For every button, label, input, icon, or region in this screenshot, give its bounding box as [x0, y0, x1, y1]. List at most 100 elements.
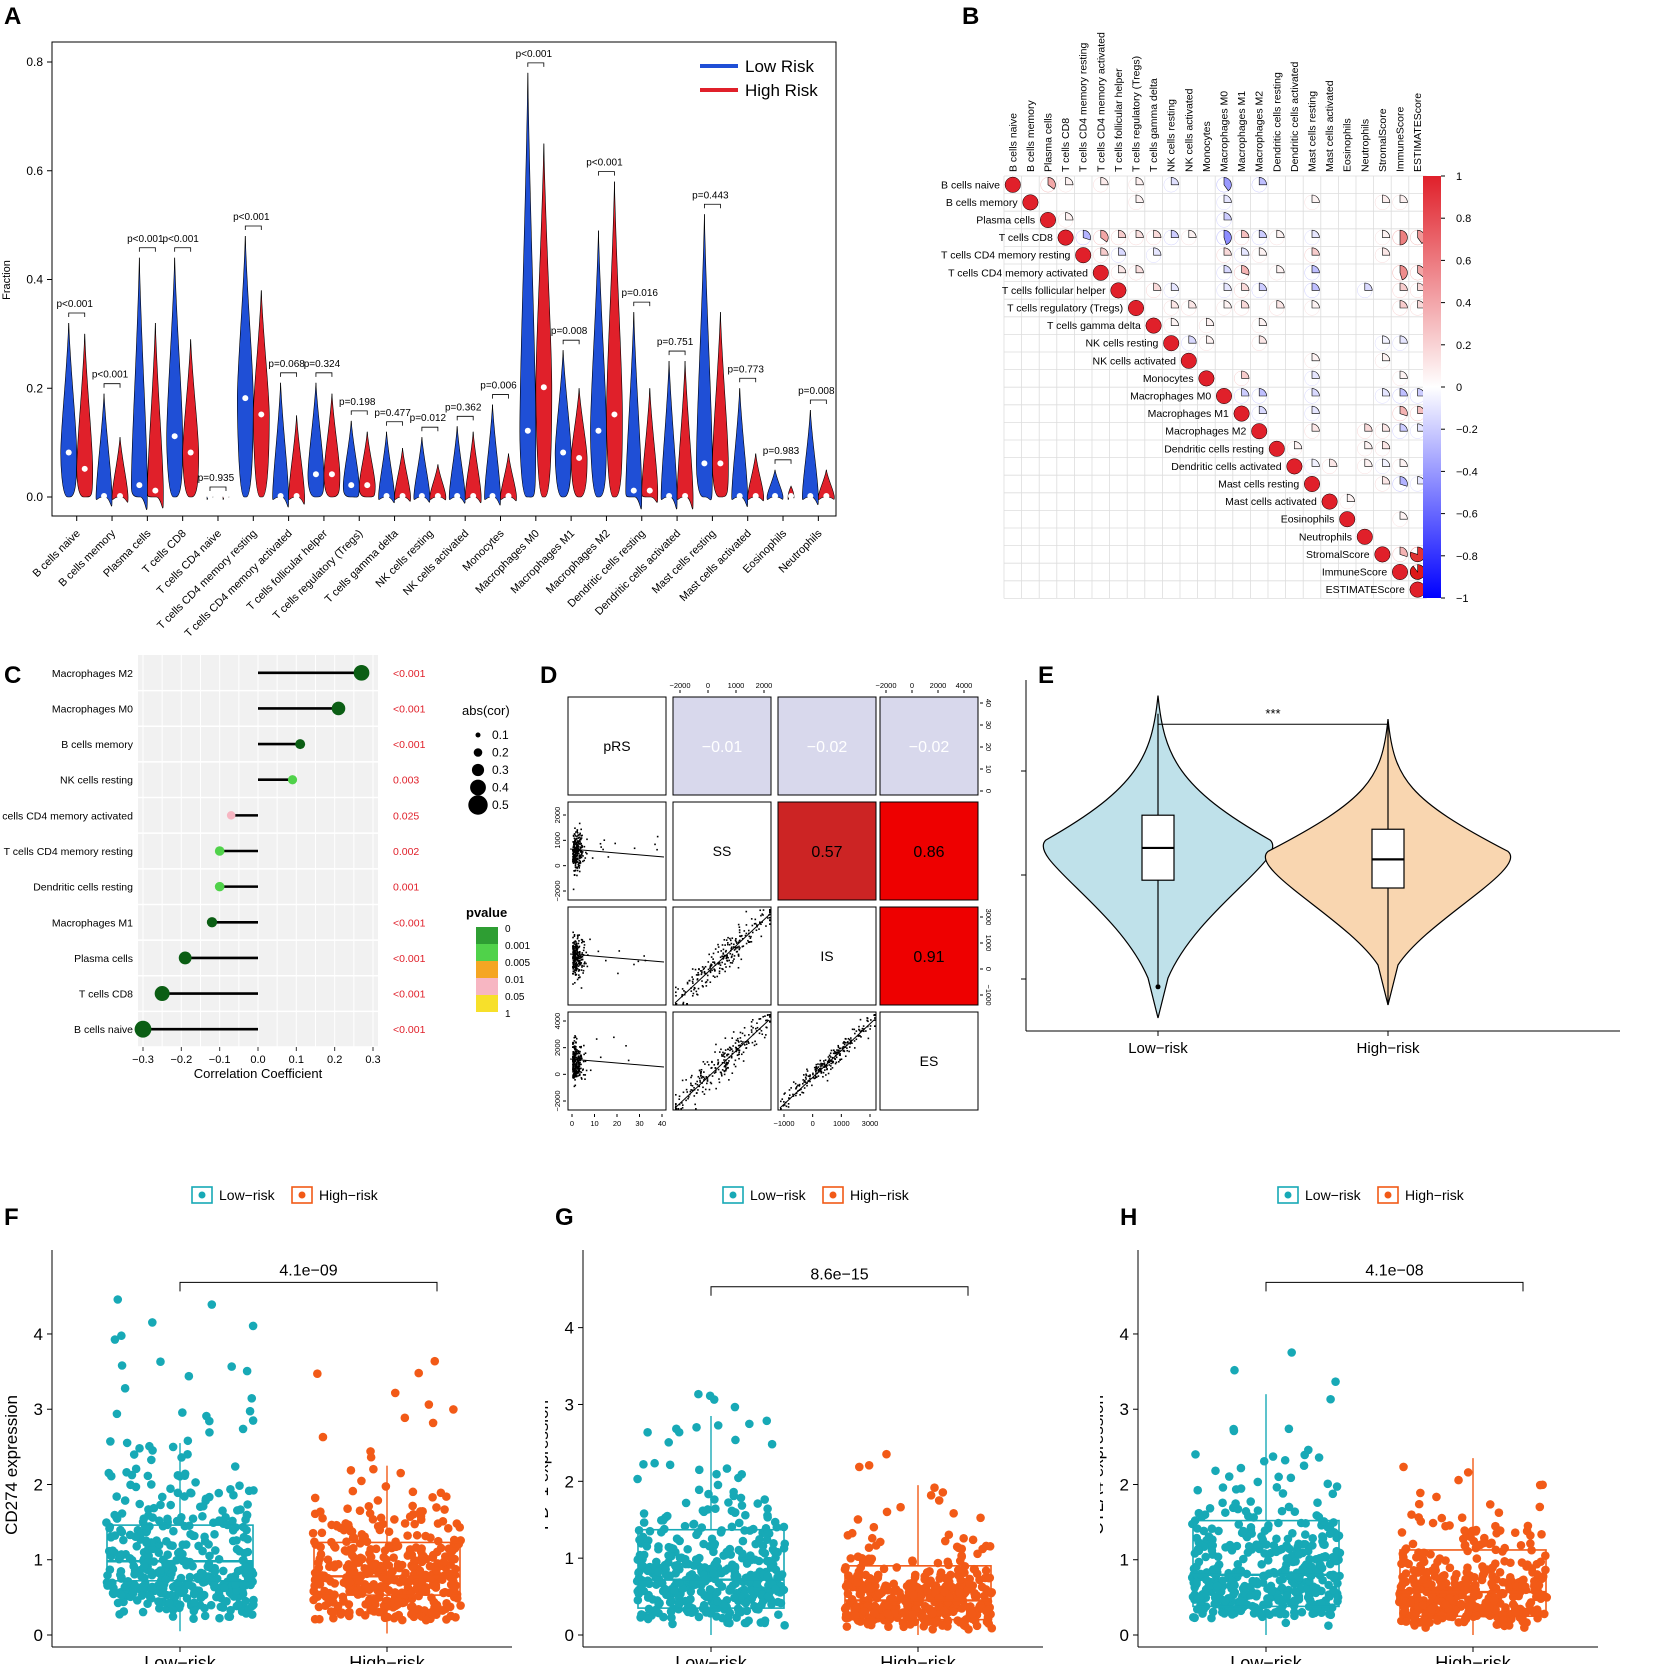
matrix-cell: [567, 906, 667, 1006]
scatter-point: [815, 1070, 817, 1073]
scatter-point: [580, 1046, 582, 1049]
scatter-point: [578, 974, 580, 976]
jitter-point: [953, 1565, 963, 1575]
column-label: ImmuneScore: [1395, 106, 1407, 172]
scatter-point: [573, 933, 576, 936]
median-dot: [646, 487, 653, 494]
scatter-point: [685, 1079, 687, 1081]
y-tick-label: 0: [565, 1626, 574, 1645]
jitter-point: [1287, 1348, 1296, 1357]
jitter-point: [709, 1569, 718, 1579]
scatter-point: [820, 1062, 822, 1065]
scatter-point: [742, 1041, 744, 1043]
scatter-point: [677, 988, 679, 990]
jitter-point: [316, 1550, 326, 1559]
jitter-point: [901, 1597, 911, 1607]
scatter-point: [760, 1029, 763, 1032]
jitter-point: [868, 1616, 877, 1626]
scatter-point: [575, 859, 578, 862]
jitter-point: [154, 1597, 163, 1606]
scatter-point: [738, 929, 741, 931]
diagonal-circle: [1286, 458, 1303, 475]
scatter-point: [730, 1055, 733, 1058]
scatter-point: [582, 969, 585, 972]
p-value-label: p=0.362: [445, 402, 482, 413]
median-dot: [666, 493, 673, 499]
jitter-point: [1194, 1557, 1204, 1567]
jitter-point: [178, 1540, 188, 1549]
scatter-point: [802, 1082, 804, 1085]
diagonal-circle: [1092, 264, 1109, 281]
scatter-point: [579, 860, 582, 863]
scatter-point: [576, 1070, 579, 1073]
jitter-point: [1400, 1606, 1410, 1615]
scatter-point: [815, 1065, 818, 1068]
jitter-point: [128, 1588, 138, 1598]
scatter-point: [690, 1076, 692, 1079]
violin-high-risk: [676, 361, 694, 510]
scatter-point: [575, 1075, 578, 1078]
scatter-point: [581, 952, 584, 954]
scatter-point: [708, 953, 710, 956]
jitter-point: [129, 1561, 138, 1571]
scatter-point: [809, 1077, 811, 1080]
lollipop-point: [287, 775, 298, 785]
jitter-point: [173, 1471, 183, 1480]
scatter-point: [578, 1064, 580, 1066]
jitter-point: [1213, 1552, 1223, 1562]
jitter-point: [117, 1527, 127, 1537]
scatter-point: [830, 1062, 832, 1065]
jitter-point: [654, 1544, 663, 1554]
jitter-point: [892, 1563, 902, 1572]
scatter-point: [675, 1105, 677, 1108]
jitter-point: [875, 1537, 885, 1547]
scatter-point: [826, 1079, 829, 1082]
scatter-point: [788, 1089, 791, 1091]
y-tick-label: 0.8: [26, 55, 43, 69]
x-tick-label: 0.2: [327, 1054, 342, 1066]
lollipop-point: [214, 846, 225, 856]
scatter-point: [682, 1091, 685, 1094]
scatter-point: [705, 985, 708, 987]
scatter-point: [754, 918, 757, 921]
scatter-point: [680, 1108, 682, 1110]
scatter-point: [829, 1056, 832, 1058]
median-dot: [540, 384, 547, 391]
scatter-point: [576, 934, 579, 937]
scatter-point: [787, 1103, 790, 1105]
scatter-point: [578, 951, 581, 954]
scatter-point: [866, 1017, 869, 1020]
scatter-point: [573, 837, 576, 840]
corr-pie-wedge: [1118, 229, 1127, 238]
corr-pie-wedge: [1241, 388, 1250, 397]
jitter-point: [1278, 1489, 1288, 1498]
scatter-point: [837, 1044, 840, 1047]
scatter-point: [844, 1041, 846, 1044]
scatter-point: [706, 1082, 708, 1085]
jitter-point: [425, 1562, 435, 1571]
scatter-point: [583, 940, 585, 943]
jitter-point: [1324, 1621, 1333, 1630]
jitter-point: [770, 1517, 780, 1527]
jitter-point: [365, 1509, 375, 1518]
scatter-point: [730, 956, 733, 959]
scatter-point: [730, 1056, 733, 1059]
scatter-point: [708, 1088, 711, 1091]
scatter-point: [577, 841, 579, 844]
scatter-point: [573, 959, 576, 961]
scatter-point: [575, 1041, 577, 1043]
scatter-point: [576, 1058, 579, 1060]
scatter-point: [577, 1065, 579, 1068]
jitter-point: [1397, 1528, 1407, 1537]
corr-pie-wedge: [1100, 247, 1109, 256]
scatter-point: [728, 1060, 730, 1062]
scatter-point: [575, 956, 578, 958]
scatter-point: [831, 1067, 834, 1069]
corr-pie-wedge: [1118, 265, 1127, 274]
scatter-point: [745, 910, 748, 913]
scatter-point: [701, 966, 704, 968]
scatter-point: [821, 1062, 824, 1065]
scatter-point: [767, 917, 769, 919]
jitter-point: [1311, 1588, 1321, 1598]
jitter-point: [652, 1557, 661, 1567]
